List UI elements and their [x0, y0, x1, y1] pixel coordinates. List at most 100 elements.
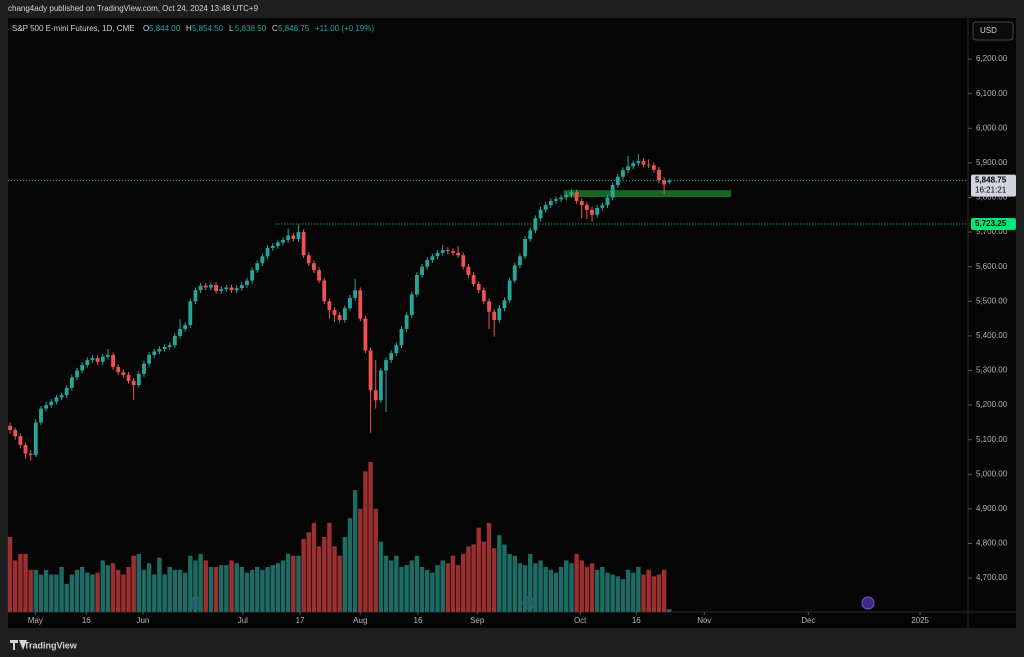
candle-body [451, 251, 455, 253]
candle-body [574, 192, 579, 201]
currency-box[interactable] [972, 21, 1014, 41]
y-tick-label: 5,600.00 [976, 262, 1008, 271]
candle-body [523, 239, 527, 257]
legend-value: 5,844.00 [149, 24, 181, 33]
candle-body [178, 328, 182, 336]
volume-bar [13, 560, 18, 612]
volume-bar [450, 555, 456, 612]
candle-body [214, 285, 218, 291]
candle-body [337, 315, 342, 320]
volume-bar [255, 567, 260, 612]
y-tick-label: 5,200.00 [976, 400, 1008, 409]
y-tick-label: 5,100.00 [976, 435, 1008, 444]
volume-bar [445, 563, 451, 612]
candle-body [147, 354, 152, 364]
volume-bar [69, 574, 75, 612]
candle-body [106, 354, 110, 357]
candle-body [507, 280, 512, 301]
volume-bar [38, 574, 44, 612]
volume-bar [656, 574, 662, 612]
y-tick-label: 5,400.00 [976, 331, 1008, 340]
candle-body [183, 325, 188, 329]
candle-body [322, 280, 327, 302]
volume-bar [625, 569, 631, 612]
volume-bar [579, 560, 584, 612]
candle-body [610, 185, 615, 198]
candle-body [111, 354, 115, 368]
legend-value: 5,838.50 [235, 24, 267, 33]
x-tick-label: May [28, 616, 43, 625]
event-marker[interactable] [861, 596, 875, 610]
candle-body [116, 367, 121, 373]
volume-bar [59, 567, 64, 612]
volume-bar [208, 567, 214, 612]
y-tick-label: 5,800.00 [976, 193, 1008, 202]
legend-key: L [229, 24, 234, 33]
candle-body [373, 390, 378, 401]
volume-bar [425, 569, 430, 612]
volume-bar [49, 574, 54, 612]
candle-body [461, 255, 466, 267]
volume-bar [564, 560, 569, 612]
candle-body [69, 377, 74, 388]
volume-bar [497, 535, 502, 612]
candle-body [646, 164, 651, 166]
volume-bar [100, 560, 105, 612]
candle-body [49, 401, 54, 406]
candle-body [399, 328, 404, 346]
volume-bar [363, 471, 368, 612]
volume-bar [641, 574, 646, 612]
volume-bar [368, 462, 373, 612]
candle-body [615, 176, 620, 186]
volume-bar [229, 560, 234, 612]
volume-bar [394, 555, 399, 612]
candle-body [142, 363, 146, 374]
volume-bar [461, 553, 466, 612]
volume-bar [589, 563, 595, 612]
volume-bar [105, 565, 111, 612]
candle-body [641, 161, 646, 165]
volume-bar [399, 567, 404, 612]
volume-bar [574, 553, 579, 612]
volume-bar [275, 563, 281, 612]
x-tick-label: 2025 [911, 616, 929, 625]
candle-body [131, 380, 136, 386]
candle-body [626, 166, 630, 171]
volume-bar [7, 537, 13, 612]
candle-body [651, 165, 656, 170]
candle-body [662, 180, 667, 185]
candle-body [275, 242, 280, 246]
candle-body [466, 266, 471, 275]
price-label: 5,848.75 [975, 176, 1007, 185]
volume-bar [270, 565, 275, 612]
legend-value: 5,854.50 [192, 24, 224, 33]
x-tick-label: 16 [414, 616, 423, 625]
candle-body [152, 351, 157, 355]
volume-bar [193, 560, 198, 612]
candle-body [420, 266, 424, 275]
volume-bar [311, 522, 317, 612]
candle-body [332, 309, 337, 316]
price-label-box [971, 174, 1016, 197]
volume-bar [435, 565, 440, 612]
volume-bar [610, 574, 615, 612]
volume-bar [414, 555, 420, 612]
volume-bar [239, 567, 245, 612]
candle-body [543, 205, 548, 210]
candle-body [471, 274, 476, 284]
candle-body [481, 290, 486, 302]
candle-body [239, 285, 244, 289]
volume-bar [162, 574, 167, 612]
y-tick-label: 5,700.00 [976, 227, 1008, 236]
volume-bar [224, 565, 229, 612]
volume-bar [306, 532, 311, 612]
volume-bar [553, 572, 559, 612]
volume-bar [54, 574, 59, 612]
volume-bar [667, 609, 672, 612]
candle-body [363, 318, 368, 351]
candle-body [445, 250, 450, 252]
candle-body [425, 260, 430, 267]
candle-body [435, 252, 440, 257]
candle-body [317, 270, 321, 281]
x-tick-label: 17 [296, 616, 305, 625]
